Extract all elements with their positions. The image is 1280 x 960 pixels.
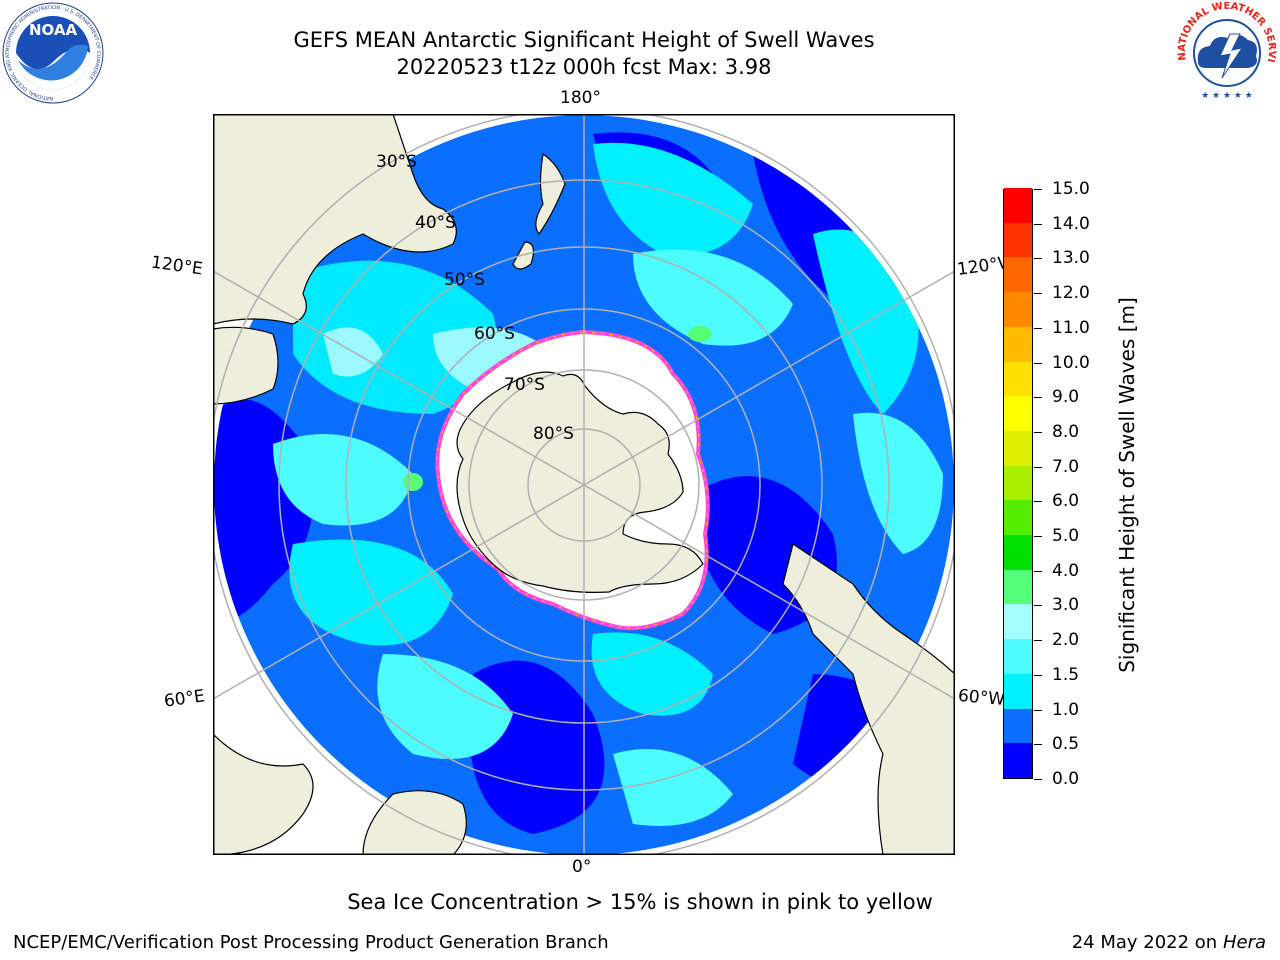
colorbar-segment: [1004, 291, 1032, 327]
machine-name: Hera: [1222, 932, 1266, 953]
colorbar-tick-mark: [1034, 189, 1042, 190]
lat-label-70s: 70°S: [504, 375, 545, 395]
colorbar-tick-label: 1.5: [1052, 664, 1080, 685]
colorbar-tick-label: 1.0: [1052, 699, 1080, 720]
colorbar-tick-mark: [1034, 605, 1042, 607]
colorbar-tick-label: 6.0: [1052, 491, 1080, 512]
colorbar-segment: [1004, 742, 1032, 778]
colorbar-tick-label: 8.0: [1052, 421, 1080, 442]
nws-logo: NATIONAL WEATHER SERVICE ★ ★ ★ ★ ★: [1176, 2, 1277, 103]
colorbar-segment: [1004, 465, 1032, 501]
colorbar-tick-label: 4.0: [1052, 560, 1080, 581]
colorbar-tick-mark: [1034, 397, 1042, 399]
issue-date: 24 May 2022 on Hera: [1071, 932, 1266, 953]
lat-label-40s: 40°S: [415, 213, 456, 233]
colorbar-segment: [1004, 638, 1032, 674]
colorbar-tick-label: 0.5: [1052, 734, 1080, 755]
colorbar-segment: [1004, 326, 1032, 362]
colorbar-tick-label: 11.0: [1052, 317, 1090, 338]
colorbar-tick-mark: [1034, 258, 1042, 260]
chart-title: GEFS MEAN Antarctic Significant Height o…: [293, 28, 875, 52]
lon-label-60w: 60°W: [957, 685, 1006, 711]
colorbar-tick-mark: [1034, 536, 1042, 538]
colorbar: [1003, 187, 1033, 779]
colorbar-tick-mark: [1034, 779, 1042, 780]
colorbar-segment: [1004, 569, 1032, 605]
colorbar-tick-label: 10.0: [1052, 352, 1090, 373]
colorbar-tick-label: 3.0: [1052, 595, 1080, 616]
colorbar-tick-label: 12.0: [1052, 283, 1090, 304]
svg-text:★ ★ ★ ★ ★: ★ ★ ★ ★ ★: [1201, 91, 1253, 101]
colorbar-segment: [1004, 395, 1032, 431]
lat-label-50s: 50°S: [444, 270, 485, 290]
colorbar-tick-mark: [1034, 674, 1042, 676]
colorbar-segment: [1004, 708, 1032, 744]
sea-ice-note: Sea Ice Concentration > 15% is shown in …: [347, 890, 933, 914]
colorbar-tick-label: 0.0: [1052, 769, 1080, 789]
lon-label-180: 180°: [560, 88, 601, 108]
lon-label-120e: 120°E: [149, 252, 204, 280]
colorbar-segment: [1004, 361, 1032, 397]
colorbar-tick-mark: [1034, 709, 1042, 711]
colorbar-segment: [1004, 499, 1032, 536]
colorbar-tick-mark: [1034, 501, 1042, 503]
polar-map: [213, 114, 955, 855]
colorbar-tick-label: 14.0: [1052, 213, 1090, 234]
colorbar-segment: [1004, 603, 1032, 640]
colorbar-tick-mark: [1034, 223, 1042, 225]
lon-label-0: 0°: [572, 857, 592, 877]
graticule: [213, 114, 955, 855]
lat-label-80s: 80°S: [533, 424, 574, 444]
credit-text: NCEP/EMC/Verification Post Processing Pr…: [13, 932, 609, 953]
colorbar-tick-mark: [1034, 744, 1042, 746]
colorbar-segment: [1004, 222, 1032, 258]
colorbar-segment: [1004, 256, 1032, 293]
colorbar-segment: [1004, 673, 1032, 709]
svg-text:NOAA: NOAA: [29, 21, 78, 39]
colorbar-segment: [1004, 187, 1032, 223]
lat-label-30s: 30°S: [376, 152, 417, 172]
colorbar-tick-mark: [1034, 431, 1042, 433]
chart-subtitle: 20220523 t12z 000h fcst Max: 3.98: [396, 55, 772, 79]
colorbar-tick-label: 7.0: [1052, 456, 1080, 477]
colorbar-tick-label: 5.0: [1052, 526, 1080, 547]
colorbar-segment: [1004, 430, 1032, 466]
colorbar-tick-label: 13.0: [1052, 248, 1090, 269]
colorbar-tick-mark: [1034, 466, 1042, 468]
colorbar-tick-mark: [1034, 570, 1042, 572]
lat-label-60s: 60°S: [474, 324, 515, 344]
colorbar-segment: [1004, 534, 1032, 570]
colorbar-tick-mark: [1034, 293, 1042, 295]
colorbar-tick-label: 2.0: [1052, 630, 1080, 651]
colorbar-tick-label: 15.0: [1052, 179, 1090, 199]
lon-label-60e: 60°E: [162, 686, 207, 712]
colorbar-tick-mark: [1034, 640, 1042, 642]
colorbar-title: Significant Height of Swell Waves [m]: [1115, 297, 1139, 673]
noaa-logo: NOAA NATIONAL OCEANIC AND ATMOSPHERIC AD…: [2, 2, 104, 104]
colorbar-tick-label: 9.0: [1052, 387, 1080, 408]
colorbar-tick-mark: [1034, 327, 1042, 329]
colorbar-tick-mark: [1034, 362, 1042, 364]
